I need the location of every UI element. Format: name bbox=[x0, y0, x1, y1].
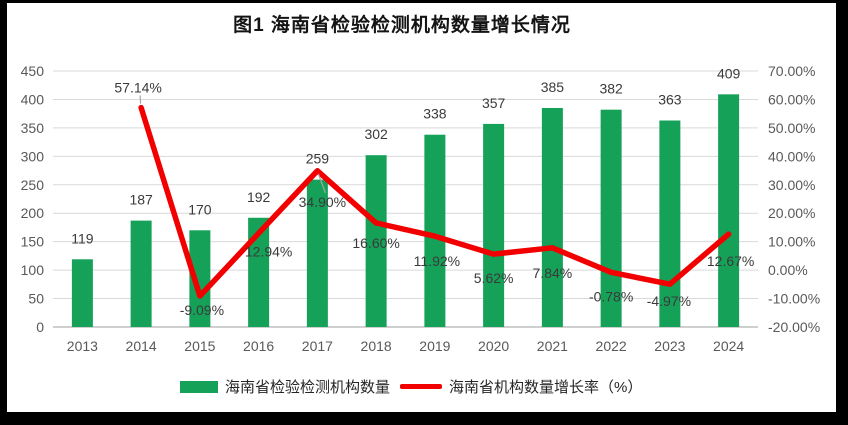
growth-value-label: 12.94% bbox=[245, 243, 292, 259]
label-leader-line bbox=[317, 173, 326, 194]
right-axis-tick: 30.00% bbox=[768, 177, 815, 193]
right-axis-tick: 50.00% bbox=[768, 120, 815, 136]
bar-value-label: 382 bbox=[599, 81, 623, 97]
bar-value-label: 170 bbox=[188, 201, 212, 217]
left-axis-tick: 400 bbox=[21, 91, 45, 107]
x-axis-label: 2022 bbox=[596, 338, 627, 354]
right-axis-tick: 0.00% bbox=[768, 262, 808, 278]
chart-legend: 海南省检验检测机构数量 海南省机构数量增长率（%） bbox=[180, 376, 642, 397]
bar-value-label: 187 bbox=[129, 192, 153, 208]
growth-value-label: 5.62% bbox=[474, 270, 514, 286]
chart-title: 图1 海南省检验检测机构数量增长情况 bbox=[233, 15, 571, 36]
line-series-legend-label: 海南省机构数量增长率（%） bbox=[449, 379, 643, 396]
growth-value-label: 7.84% bbox=[533, 265, 573, 281]
legend-item-line-series: 海南省机构数量增长率（%） bbox=[400, 376, 642, 397]
right-axis-tick: 10.00% bbox=[768, 234, 815, 250]
legend-item-bar-series: 海南省检验检测机构数量 bbox=[180, 376, 390, 397]
bar-2021 bbox=[541, 107, 563, 327]
x-axis-label: 2019 bbox=[419, 338, 450, 354]
growth-value-label: -4.97% bbox=[647, 293, 691, 309]
growth-value-label: 16.60% bbox=[352, 235, 399, 251]
x-axis-label: 2024 bbox=[713, 338, 744, 354]
label-leader-line bbox=[139, 95, 142, 104]
x-axis-label: 2017 bbox=[302, 338, 333, 354]
x-axis-label: 2023 bbox=[654, 338, 685, 354]
x-axis-label: 2015 bbox=[184, 338, 215, 354]
left-axis-tick: 300 bbox=[21, 148, 45, 164]
bar-2024 bbox=[718, 94, 740, 327]
bar-value-label: 259 bbox=[306, 151, 330, 167]
growth-value-label: -9.09% bbox=[180, 302, 224, 318]
x-axis-label: 2020 bbox=[478, 338, 509, 354]
growth-value-label: 11.92% bbox=[414, 253, 460, 269]
left-axis-tick: 50 bbox=[28, 291, 44, 307]
bar-value-label: 192 bbox=[247, 189, 271, 205]
bar-2014 bbox=[130, 220, 152, 327]
bar-value-label: 409 bbox=[717, 65, 741, 81]
x-axis-label: 2018 bbox=[361, 338, 392, 354]
bar-series-legend-label: 海南省检验检测机构数量 bbox=[225, 379, 391, 396]
x-axis-label: 2021 bbox=[537, 338, 568, 354]
right-axis-tick: -20.00% bbox=[768, 319, 820, 335]
right-axis-tick: 20.00% bbox=[768, 205, 815, 221]
line-series-swatch bbox=[400, 384, 443, 389]
bar-2016 bbox=[248, 217, 270, 327]
bar-2018 bbox=[365, 155, 387, 327]
growth-value-label: 34.90% bbox=[299, 194, 346, 210]
x-axis-label: 2014 bbox=[126, 338, 157, 354]
left-axis-tick: 350 bbox=[21, 120, 45, 136]
bar-value-label: 363 bbox=[658, 91, 682, 107]
growth-value-label: -0.78% bbox=[589, 288, 633, 304]
left-axis-tick: 450 bbox=[21, 63, 45, 79]
bar-value-label: 357 bbox=[482, 95, 506, 111]
bar-value-label: 385 bbox=[541, 79, 565, 95]
growth-rate-line bbox=[138, 104, 732, 299]
left-axis-tick: 100 bbox=[21, 262, 45, 278]
bar-2015 bbox=[189, 230, 211, 327]
left-axis-tick: 150 bbox=[21, 234, 45, 250]
bar-2023 bbox=[659, 120, 681, 327]
bar-2013 bbox=[71, 259, 93, 327]
left-axis-tick: 200 bbox=[21, 205, 45, 221]
right-axis-tick: 70.00% bbox=[768, 63, 815, 79]
right-axis-tick: 60.00% bbox=[768, 91, 815, 107]
bar-value-label: 119 bbox=[71, 230, 94, 246]
bar-2020 bbox=[483, 123, 505, 327]
bar-2019 bbox=[424, 134, 446, 327]
bar-series-swatch bbox=[180, 380, 218, 393]
x-axis-label: 2016 bbox=[243, 338, 274, 354]
left-axis-tick: 250 bbox=[21, 177, 45, 193]
bar-value-label: 302 bbox=[364, 126, 388, 142]
growth-value-label: 57.14% bbox=[114, 80, 161, 96]
right-axis-tick: -10.00% bbox=[768, 291, 820, 307]
right-axis-tick: 40.00% bbox=[768, 148, 815, 164]
growth-value-label: 12.67% bbox=[707, 253, 754, 269]
x-axis-label: 2013 bbox=[67, 338, 98, 354]
left-axis-tick: 0 bbox=[36, 319, 44, 335]
bar-value-label: 338 bbox=[423, 106, 447, 122]
bar-2017 bbox=[306, 179, 328, 327]
